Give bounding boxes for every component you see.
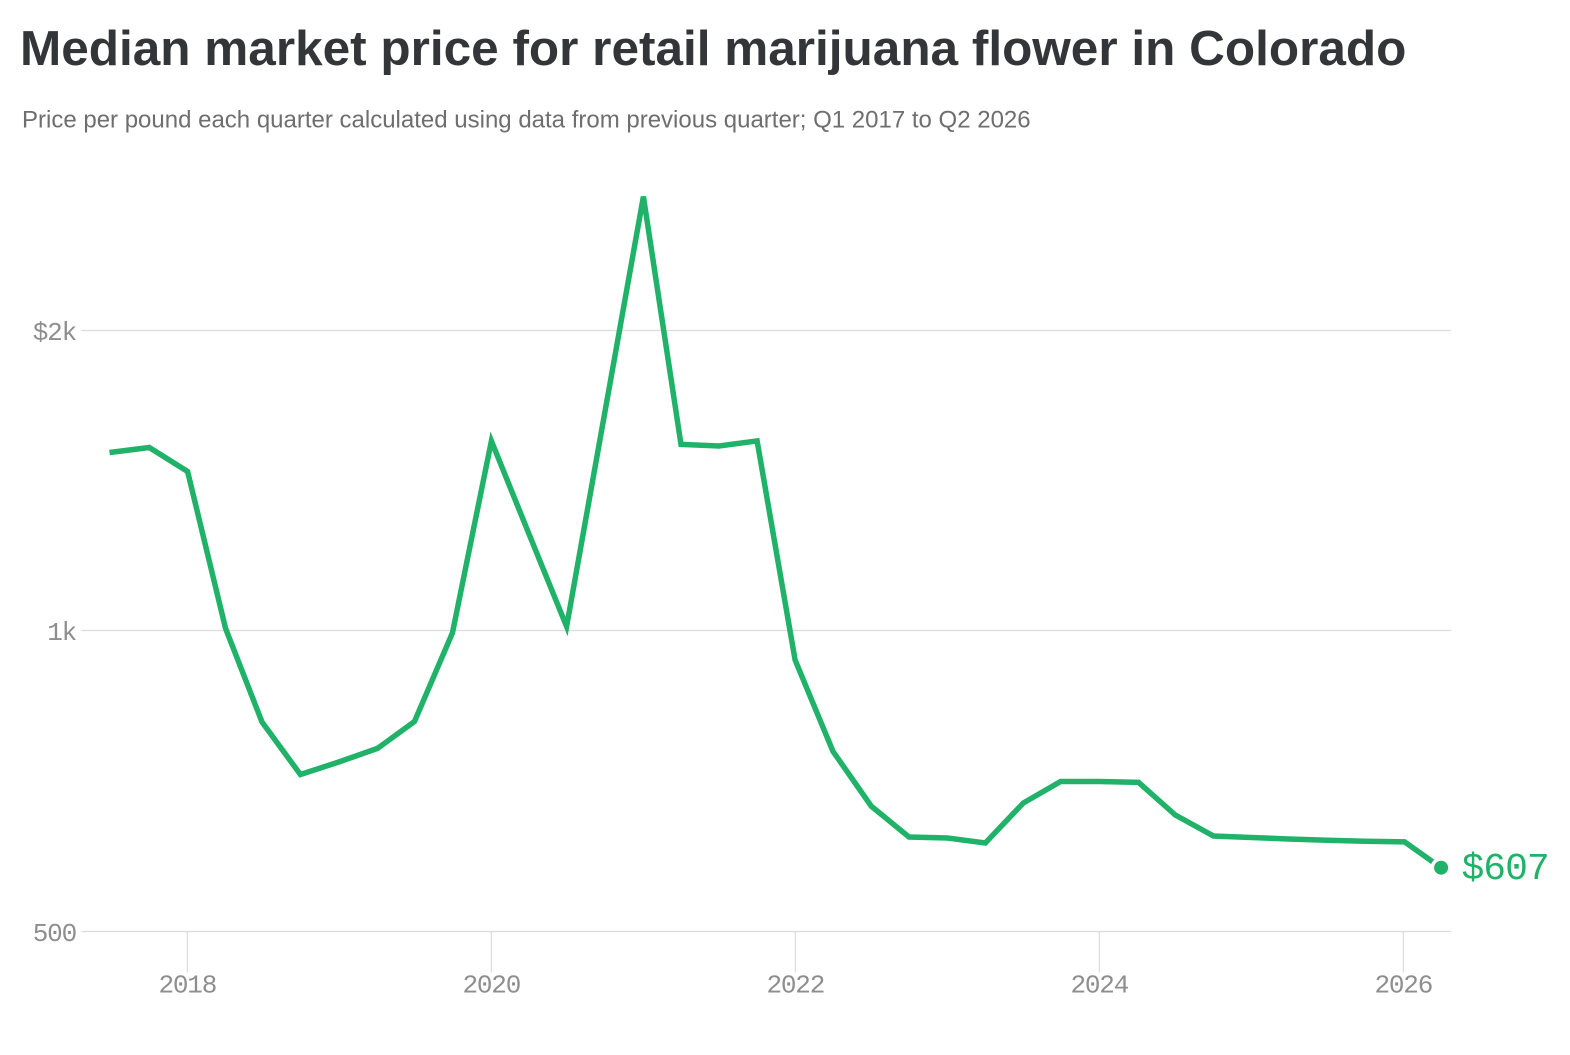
svg-text:Price per pound each quarter c: Price per pound each quarter calculated … (22, 107, 1031, 134)
svg-text:Median market price for retail: Median market price for retail marijuana… (20, 21, 1406, 76)
svg-text:$607: $607 (1462, 848, 1549, 891)
svg-text:2022: 2022 (766, 971, 824, 1001)
svg-text:2020: 2020 (462, 971, 520, 1001)
svg-text:500: 500 (33, 919, 76, 949)
svg-text:2024: 2024 (1070, 971, 1128, 1001)
svg-text:2018: 2018 (158, 971, 216, 1001)
svg-text:2026: 2026 (1374, 971, 1432, 1001)
svg-text:1k: 1k (47, 618, 76, 648)
svg-text:$2k: $2k (33, 318, 77, 348)
